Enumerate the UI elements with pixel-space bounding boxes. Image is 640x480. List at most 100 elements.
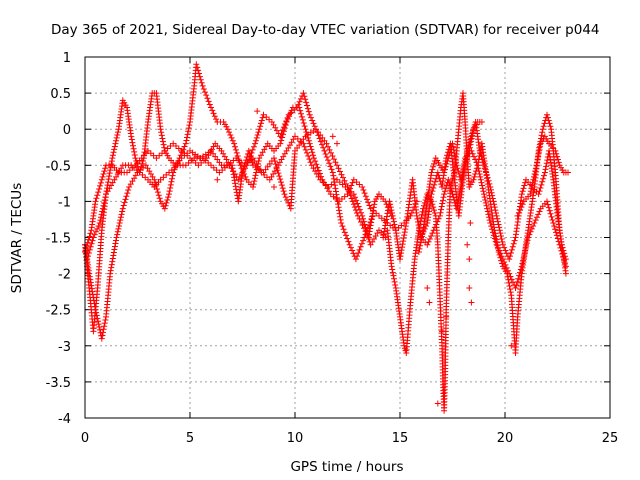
- data-point: [539, 126, 546, 133]
- data-point: [431, 209, 438, 216]
- data-point: [186, 122, 193, 129]
- data-point: [454, 165, 461, 172]
- data-point: [555, 238, 562, 245]
- data-point: [434, 400, 441, 407]
- data-point: [337, 216, 344, 223]
- data-point: [120, 202, 127, 209]
- data-point: [449, 191, 456, 198]
- data-point: [89, 288, 96, 295]
- data-point: [343, 180, 349, 187]
- data-point: [508, 246, 515, 253]
- data-point: [92, 228, 99, 235]
- data-point: [446, 149, 453, 156]
- data-point: [229, 137, 236, 144]
- data-point: [518, 204, 525, 211]
- data-point: [336, 210, 343, 217]
- data-point: [488, 223, 495, 230]
- data-point: [167, 184, 174, 191]
- data-point: [419, 208, 426, 215]
- data-point: [203, 92, 210, 99]
- data-point: [228, 134, 235, 141]
- data-point: [401, 232, 408, 239]
- data-point: [389, 266, 396, 273]
- data-point: [281, 191, 288, 198]
- data-point: [206, 101, 213, 108]
- data-point: [196, 73, 203, 80]
- data-point: [453, 159, 460, 166]
- data-point: [443, 160, 450, 167]
- data-point: [158, 132, 165, 139]
- data-point: [321, 147, 328, 154]
- data-point: [565, 169, 571, 176]
- data-point: [102, 317, 109, 324]
- data-point: [546, 207, 553, 214]
- data-point: [439, 197, 446, 204]
- data-point: [512, 285, 519, 292]
- data-point: [184, 134, 190, 141]
- data-point: [531, 170, 538, 177]
- data-point: [325, 157, 331, 164]
- data-point: [160, 141, 167, 148]
- data-point: [391, 278, 398, 285]
- data-point: [251, 175, 258, 182]
- data-point: [498, 253, 505, 260]
- data-point: [336, 207, 343, 214]
- data-point: [122, 196, 129, 203]
- data-point: [369, 212, 376, 219]
- data-point: [100, 170, 107, 177]
- data-point: [323, 140, 330, 147]
- data-point: [533, 214, 540, 221]
- data-point: [89, 291, 96, 298]
- data-point: [338, 171, 345, 178]
- data-point: [246, 156, 253, 163]
- data-point: [559, 251, 566, 258]
- data-point: [277, 133, 284, 140]
- data-point: [114, 228, 121, 235]
- data-point: [86, 273, 93, 280]
- data-point: [481, 165, 488, 172]
- data-point: [111, 143, 118, 150]
- data-point: [346, 241, 353, 248]
- x-tick-label: 15: [392, 431, 409, 446]
- data-point: [331, 178, 338, 185]
- data-point: [355, 249, 362, 256]
- data-point: [85, 249, 92, 256]
- data-point: [160, 138, 166, 145]
- data-point: [434, 169, 441, 176]
- data-point: [549, 216, 556, 223]
- data-point: [478, 118, 485, 125]
- data-point: [91, 231, 98, 238]
- data-point: [114, 129, 121, 136]
- data-point: [450, 146, 457, 153]
- data-point: [254, 131, 261, 138]
- data-point: [355, 203, 362, 210]
- data-point: [445, 155, 452, 162]
- data-point: [473, 159, 480, 166]
- data-point: [123, 193, 130, 200]
- data-point: [102, 194, 109, 201]
- data-point: [484, 174, 491, 181]
- data-point: [560, 254, 567, 261]
- data-point: [523, 240, 530, 247]
- data-point: [278, 179, 284, 186]
- data-point: [354, 253, 361, 260]
- data-point: [530, 176, 537, 183]
- data-point: [209, 107, 216, 114]
- data-point: [359, 212, 366, 219]
- data-point: [111, 146, 118, 153]
- x-tick-label: 5: [186, 431, 194, 446]
- data-point: [516, 272, 523, 279]
- data-point: [397, 253, 404, 260]
- data-point: [448, 188, 455, 195]
- data-point: [507, 289, 514, 296]
- data-point: [508, 342, 515, 349]
- data-point: [478, 153, 485, 160]
- data-point: [303, 129, 310, 136]
- data-point: [420, 202, 427, 209]
- data-point: [471, 173, 478, 180]
- data-point: [520, 257, 527, 264]
- data-point: [531, 220, 538, 227]
- data-point: [254, 108, 261, 115]
- data-point: [175, 157, 182, 164]
- data-point: [520, 254, 527, 261]
